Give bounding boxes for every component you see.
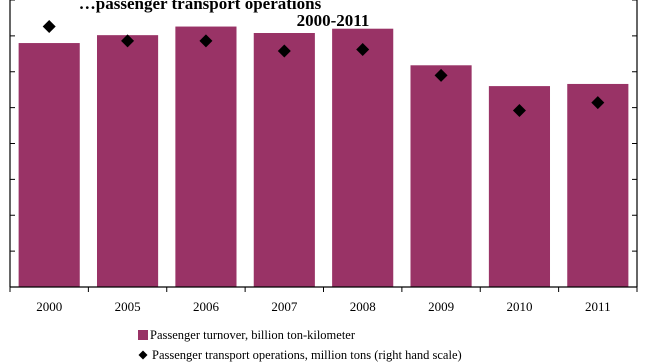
chart-title-partial: …passenger transport operations — [79, 0, 322, 13]
bar — [96, 35, 159, 287]
data-point-marker — [121, 34, 135, 48]
legend: Passenger turnover, billion ton-kilomete… — [138, 328, 462, 362]
x-tick-label: 2011 — [585, 299, 611, 314]
bar — [18, 43, 80, 287]
x-tick-label: 2010 — [506, 299, 532, 314]
x-tick-label: 2006 — [193, 299, 220, 314]
legend-label-marker: Passenger transport operations, million … — [152, 348, 462, 362]
legend-label-bar: Passenger turnover, billion ton-kilomete… — [150, 328, 356, 342]
data-point-marker — [512, 103, 526, 117]
bar — [175, 26, 237, 288]
bar — [332, 28, 394, 287]
x-tick-label: 2000 — [36, 299, 62, 314]
x-tick-label: 2005 — [115, 299, 141, 314]
data-point-marker — [591, 96, 605, 110]
legend-swatch-marker — [138, 350, 148, 360]
bar — [410, 65, 472, 287]
data-point-marker — [434, 68, 448, 82]
chart-title: 2000-2011 — [297, 11, 370, 30]
plot-area: 2000 2005 2006 2007 2008 2009 2010 2011 — [9, 0, 638, 314]
bar — [253, 33, 315, 287]
bar — [567, 83, 629, 287]
legend-swatch-bar — [138, 330, 148, 340]
x-tick-label: 2007 — [271, 299, 298, 314]
data-point-marker — [356, 43, 370, 57]
data-point-marker — [42, 20, 56, 34]
data-point-marker — [277, 44, 291, 58]
data-point-marker — [199, 34, 213, 48]
bar — [488, 86, 551, 287]
x-tick-label: 2009 — [428, 299, 454, 314]
x-tick-label: 2008 — [350, 299, 376, 314]
